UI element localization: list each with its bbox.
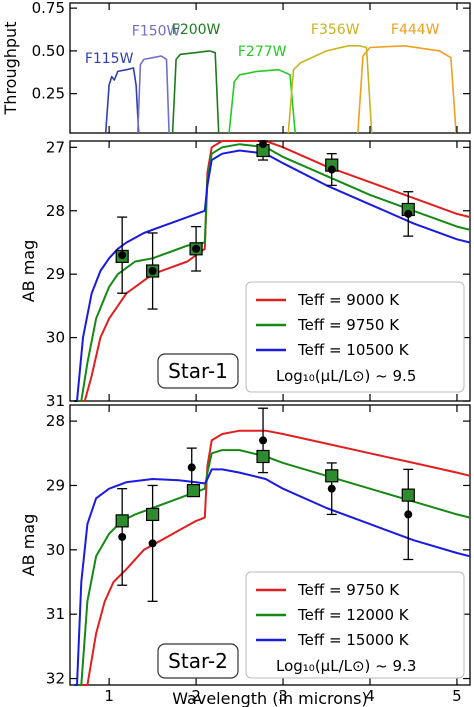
- x-tick-label: 4: [365, 687, 375, 705]
- filter-label-f444w: F444W: [391, 22, 440, 38]
- throughput-frame: [69, 2, 471, 134]
- star-2-frame: [69, 404, 471, 686]
- star-1-panel: 27 28 29 30 31 AB mag Teff = 9000 K Teff = 97…: [19, 138, 471, 410]
- star-1-observed-point: [118, 251, 127, 260]
- star-2-label: Star-2: [168, 649, 228, 673]
- throughput-series-3: [171, 50, 220, 134]
- x-tick-label: 5: [452, 687, 462, 705]
- star-2-legend: Teff = 9750 K Teff = 12000 K Teff = 15000 …: [245, 571, 465, 679]
- star-1-ytick-label: 27: [46, 138, 65, 156]
- legend-note: Log₁₀(μL/L⊙) ~ 9.5: [276, 367, 416, 385]
- star-2-observed-point: [118, 532, 127, 541]
- star-2-ytick-label: 29: [46, 476, 65, 494]
- star-1-series-3: [74, 149, 471, 402]
- star-1-ytick-label: 31: [46, 392, 65, 410]
- star-2-series-1: [74, 429, 471, 686]
- x-axis-title: Wavelength (in microns): [172, 689, 367, 707]
- star-2-model-point: [115, 514, 129, 528]
- x-tick-label: 2: [191, 687, 201, 705]
- throughput-ytick-label: 0.75: [32, 0, 65, 17]
- legend-frame: [245, 571, 465, 679]
- star-1-frame: [69, 140, 471, 402]
- throughput-ylabel: Throughput: [1, 22, 20, 116]
- star-1-legend: Teff = 9000 K Teff = 9750 K Teff = 10500 K…: [245, 281, 465, 393]
- star-2-ytick-label: 32: [46, 670, 65, 688]
- star-1-ytick-label: 28: [46, 202, 65, 220]
- star-2-observed-point: [404, 510, 413, 519]
- star-2-observed-point: [259, 436, 268, 445]
- throughput-ytick-label: 0.50: [32, 42, 65, 60]
- x-tick-label: 1: [104, 687, 114, 705]
- star-1-ylabel: AB mag: [19, 240, 38, 303]
- star-2-series-3: [74, 468, 471, 686]
- throughput-ytick-label: 0.25: [32, 85, 65, 103]
- star-1-label-box: Star-1: [157, 353, 239, 389]
- star-2-ytick-label: 30: [46, 541, 65, 559]
- throughput-series-4: [228, 68, 296, 134]
- throughput-series-6: [357, 44, 457, 134]
- legend-note: Log₁₀(μL/L⊙) ~ 9.3: [276, 657, 416, 675]
- star-2-panel: 28 29 30 31 32 1 2 3 4 5 AB mag Wavelength (in m…: [19, 404, 471, 707]
- x-tick-label: 3: [278, 687, 288, 705]
- star-2-model-point: [325, 469, 339, 483]
- star-2-observed-point: [187, 463, 196, 472]
- star-2-model-point: [146, 507, 160, 522]
- star-2-model-point: [186, 484, 201, 498]
- star-2-observed-point: [148, 539, 157, 548]
- star-2-model-point: [401, 488, 415, 502]
- filter-label-f200w: F200W: [172, 22, 221, 38]
- legend-entry: Teff = 10500 K: [297, 341, 410, 359]
- star-1-observed-point: [148, 267, 157, 275]
- star-2-model-point: [256, 449, 270, 464]
- legend-entry: Teff = 15000 K: [297, 631, 410, 649]
- star-1-observed-point: [404, 209, 413, 218]
- star-2-label-box: Star-2: [157, 643, 239, 679]
- throughput-series-5: [287, 44, 373, 134]
- star-1-ytick-label: 30: [46, 329, 65, 347]
- filter-label-f150w: F150W: [132, 24, 181, 40]
- star-1-ytick-label: 29: [46, 265, 65, 283]
- star-1-observed-point: [259, 140, 268, 149]
- star-2-ytick-label: 28: [46, 412, 65, 430]
- legend-entry: Teff = 9750 K: [297, 316, 400, 334]
- legend-entry: Teff = 9750 K: [297, 581, 400, 599]
- legend-entry: Teff = 12000 K: [297, 606, 410, 624]
- star-2-observed-point: [327, 484, 336, 493]
- star-1-series-1: [74, 140, 471, 402]
- star-2-ytick-label: 31: [46, 605, 65, 623]
- star-2-ylabel: AB mag: [19, 514, 38, 577]
- throughput-series-1: [104, 67, 140, 134]
- star-1-label: Star-1: [168, 359, 228, 383]
- star-1-observed-point: [327, 165, 336, 174]
- filter-label-f356w: F356W: [311, 22, 360, 38]
- legend-frame: [245, 281, 465, 393]
- legend-entry: Teff = 9000 K: [297, 291, 400, 309]
- star-1-observed-point: [192, 244, 201, 253]
- star-1-series-2: [74, 143, 471, 402]
- filter-label-f115w: F115W: [85, 51, 134, 67]
- throughput-series-2: [137, 55, 170, 134]
- filter-label-f277w: F277W: [238, 44, 287, 60]
